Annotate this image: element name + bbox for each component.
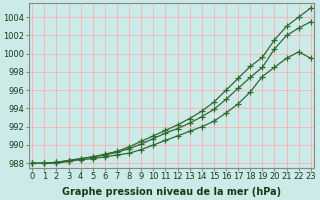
X-axis label: Graphe pression niveau de la mer (hPa): Graphe pression niveau de la mer (hPa) [62,187,281,197]
